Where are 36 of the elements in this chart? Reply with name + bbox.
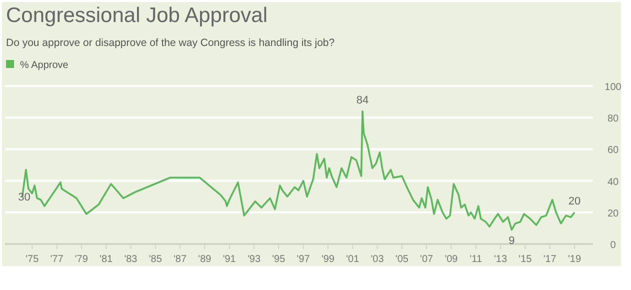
chart-title: Congressional Job Approval — [6, 4, 268, 27]
x-tick-label: '19 — [568, 254, 582, 265]
x-tick-label: '09 — [444, 254, 458, 265]
x-tick-label: '17 — [543, 254, 557, 265]
x-tick-label: '81 — [100, 254, 114, 265]
legend-label: % Approve — [20, 60, 69, 71]
x-tick-label: '91 — [222, 254, 236, 265]
y-tick-label: 100 — [604, 82, 622, 93]
y-tick-label: 0 — [610, 240, 616, 251]
x-tick-label: '77 — [50, 254, 64, 265]
x-tick-label: '11 — [470, 254, 482, 265]
x-tick-label: '99 — [321, 254, 335, 265]
y-tick-label: 80 — [607, 114, 619, 125]
annotation: 30 — [18, 192, 30, 204]
x-tick-label: '93 — [247, 254, 261, 265]
x-tick-label: '05 — [395, 254, 409, 265]
y-tick-label: 20 — [607, 208, 619, 220]
annotation: 84 — [356, 94, 369, 106]
y-tick-label: 40 — [607, 176, 619, 188]
x-tick-label: '13 — [494, 254, 508, 265]
annotation: 9 — [508, 234, 515, 247]
x-tick-label: '89 — [198, 254, 212, 265]
x-tick-label: '79 — [74, 254, 88, 265]
x-tick-label: '95 — [272, 254, 286, 265]
x-tick-label: '15 — [518, 254, 532, 265]
x-tick-label: '03 — [370, 254, 384, 265]
x-tick-label: '97 — [296, 254, 310, 265]
x-tick-label: '87 — [174, 254, 187, 265]
x-tick-label: '83 — [124, 254, 138, 265]
y-tick-label: 60 — [607, 145, 619, 156]
chart-subtitle: Do you approve or disapprove of the way Congress is handling its job? — [6, 37, 335, 49]
x-tick-label: '07 — [420, 254, 434, 265]
x-tick-label: '75 — [26, 254, 40, 265]
x-tick-label: '85 — [148, 254, 162, 265]
annotation: 20 — [568, 195, 581, 208]
x-tick-label: '01 — [346, 254, 360, 265]
